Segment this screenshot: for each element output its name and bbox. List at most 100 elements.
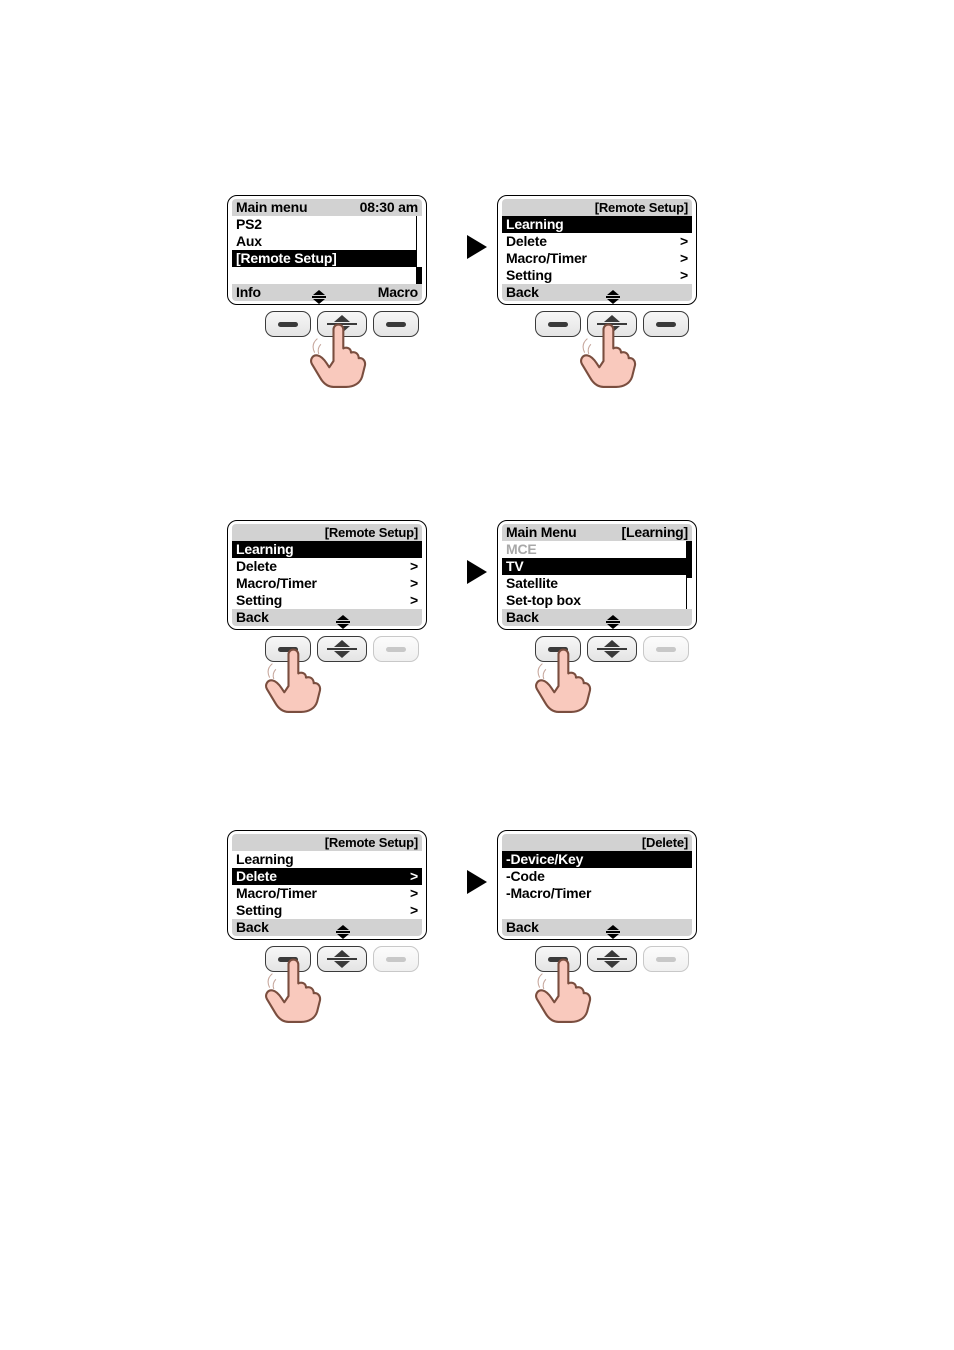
diagram-row: [Remote Setup]LearningDelete >Macro/Timer…	[0, 830, 954, 1032]
hw-button-row	[227, 311, 457, 337]
footer-left: Back	[506, 919, 539, 936]
hw-button-row	[227, 636, 457, 662]
lcd-header: [Remote Setup]	[232, 834, 422, 851]
hw-updown-button[interactable]	[587, 311, 637, 337]
chevron-right-icon: >	[410, 592, 418, 609]
menu-item-label: Macro/Timer	[236, 575, 317, 592]
menu-item[interactable]: -Device/Key	[502, 851, 692, 868]
menu-item[interactable]: Delete>	[502, 233, 692, 250]
hw-updown-button[interactable]	[317, 946, 367, 972]
lcd-footer: Back	[502, 609, 692, 626]
menu-item[interactable]: Setting >	[502, 267, 692, 284]
updown-icon	[336, 615, 350, 629]
menu-item[interactable]: Learning	[232, 541, 422, 558]
menu-item-label: Learning	[506, 216, 564, 233]
hand-illustration	[497, 972, 727, 1032]
menu-item-label: -Device/Key	[506, 851, 583, 868]
menu-item-label: MCE	[506, 541, 537, 558]
chevron-right-icon: >	[410, 558, 418, 575]
menu-item[interactable]: -Macro/Timer	[502, 885, 692, 902]
diagram-row: [Remote Setup]LearningDelete>Macro/Timer…	[0, 520, 954, 722]
lcd-header: [Remote Setup]	[502, 199, 692, 216]
hw-updown-button[interactable]	[317, 636, 367, 662]
menu-item-blank	[502, 902, 692, 919]
chevron-right-icon: >	[680, 267, 688, 284]
menu-item-label: [Remote Setup]	[236, 250, 337, 267]
lcd-footer: Back	[502, 919, 692, 936]
menu-item-label: Setting	[506, 267, 552, 284]
hw-right-button[interactable]	[373, 636, 419, 662]
footer-left: Back	[236, 919, 269, 936]
lcd-frame: [Remote Setup]LearningDelete >Macro/Timer…	[227, 830, 427, 940]
footer-left: Back	[506, 284, 539, 301]
menu-item[interactable]: Set-top box	[502, 592, 692, 609]
menu-item[interactable]: TV	[502, 558, 692, 575]
scrollbar[interactable]	[686, 541, 692, 609]
hw-updown-button[interactable]	[587, 636, 637, 662]
hw-right-button[interactable]	[643, 636, 689, 662]
menu-item[interactable]: Setting>	[232, 902, 422, 919]
hw-updown-button[interactable]	[587, 946, 637, 972]
menu-item[interactable]: PS2	[232, 216, 422, 233]
hw-left-button[interactable]	[265, 636, 311, 662]
diagram-row: Main menu08:30 amPS2Aux[Remote Setup] In…	[0, 195, 954, 397]
hw-right-button[interactable]	[643, 311, 689, 337]
menu-item[interactable]: Delete >	[232, 868, 422, 885]
screen-left: Main menu08:30 amPS2Aux[Remote Setup] In…	[227, 195, 457, 397]
menu-item-label: Macro/Timer	[506, 250, 587, 267]
menu-item-label: PS2	[236, 216, 262, 233]
screen-left: [Remote Setup]LearningDelete>Macro/Timer…	[227, 520, 457, 722]
scrollbar[interactable]	[416, 216, 422, 284]
menu-item[interactable]: Satellite	[502, 575, 692, 592]
hw-right-button[interactable]	[373, 946, 419, 972]
menu-item[interactable]: Learning	[232, 851, 422, 868]
menu-item-label: Delete	[236, 868, 277, 885]
lcd-footer: Back	[232, 919, 422, 936]
hw-button-row	[227, 946, 457, 972]
header-right: [Delete]	[642, 834, 688, 851]
chevron-right-icon: >	[680, 250, 688, 267]
lcd-header: [Delete]	[502, 834, 692, 851]
lcd-body: PS2Aux[Remote Setup]	[232, 216, 422, 284]
lcd-footer: Back	[232, 609, 422, 626]
header-left: Main menu	[236, 199, 307, 216]
lcd-body: LearningDelete>Macro/Timer>Setting>	[232, 541, 422, 609]
screen-right: [Delete]-Device/Key-Code-Macro/Timer Bac…	[497, 830, 727, 1032]
menu-item[interactable]: MCE	[502, 541, 692, 558]
menu-item[interactable]: Macro/Timer>	[232, 885, 422, 902]
lcd-frame: Main menu08:30 amPS2Aux[Remote Setup] In…	[227, 195, 427, 305]
hw-left-button[interactable]	[535, 311, 581, 337]
menu-item[interactable]: Macro/Timer >	[502, 250, 692, 267]
screen-left: [Remote Setup]LearningDelete >Macro/Timer…	[227, 830, 457, 1032]
menu-item[interactable]: [Remote Setup]	[232, 250, 422, 267]
hand-illustration	[227, 337, 457, 397]
lcd-header: Main menu08:30 am	[232, 199, 422, 216]
footer-left: Info	[236, 284, 261, 301]
updown-icon	[312, 290, 326, 304]
updown-icon	[336, 925, 350, 939]
hw-right-button[interactable]	[643, 946, 689, 972]
hw-left-button[interactable]	[265, 946, 311, 972]
lcd-footer: Back	[502, 284, 692, 301]
lcd-body: MCETVSatelliteSet-top box	[502, 541, 692, 609]
hw-left-button[interactable]	[535, 946, 581, 972]
header-right: [Remote Setup]	[595, 199, 688, 216]
chevron-right-icon: >	[410, 868, 418, 885]
hw-left-button[interactable]	[265, 311, 311, 337]
hw-right-button[interactable]	[373, 311, 419, 337]
menu-item-label: Satellite	[506, 575, 558, 592]
menu-item-label: Delete	[236, 558, 277, 575]
menu-item[interactable]: Macro/Timer>	[232, 575, 422, 592]
lcd-body: -Device/Key-Code-Macro/Timer	[502, 851, 692, 919]
menu-item-label: Learning	[236, 541, 294, 558]
menu-item-label: -Macro/Timer	[506, 885, 591, 902]
menu-item[interactable]: -Code	[502, 868, 692, 885]
menu-item[interactable]: Learning	[502, 216, 692, 233]
menu-item-label: Learning	[236, 851, 294, 868]
menu-item[interactable]: Setting>	[232, 592, 422, 609]
hw-left-button[interactable]	[535, 636, 581, 662]
hw-updown-button[interactable]	[317, 311, 367, 337]
menu-item[interactable]: Aux	[232, 233, 422, 250]
menu-item[interactable]: Delete >	[232, 558, 422, 575]
header-right: [Remote Setup]	[325, 524, 418, 541]
